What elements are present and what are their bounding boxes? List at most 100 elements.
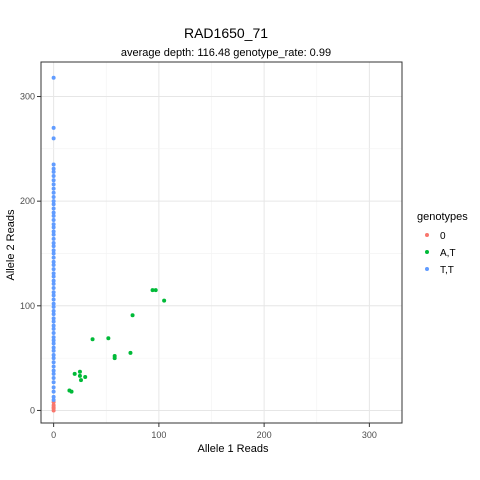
- data-point-tt: [51, 255, 56, 260]
- data-point-zero: [51, 403, 56, 408]
- data-point-tt: [51, 389, 56, 394]
- data-point-tt: [51, 319, 56, 324]
- legend-label: A,T: [440, 248, 456, 259]
- legend-title: genotypes: [417, 211, 468, 223]
- data-point-tt: [51, 360, 56, 365]
- data-point-tt: [51, 190, 56, 195]
- data-point-at: [72, 371, 77, 376]
- data-point-tt: [51, 312, 56, 317]
- data-point-at: [162, 298, 167, 303]
- data-point-at: [106, 336, 111, 341]
- axes: 0 100 200 300 0 100 200 300: [20, 92, 377, 440]
- data-point-tt: [51, 348, 56, 353]
- data-point-tt: [51, 229, 56, 234]
- data-point-tt: [51, 326, 56, 331]
- data-points: [51, 75, 167, 413]
- legend: genotypes 0 A,T T,T: [417, 211, 468, 276]
- data-point-at: [90, 337, 95, 342]
- x-tick-label: 200: [257, 430, 272, 440]
- data-point-tt: [51, 338, 56, 343]
- data-point-at: [130, 313, 135, 318]
- data-point-tt: [51, 136, 56, 141]
- data-point-tt: [51, 218, 56, 223]
- data-point-tt: [51, 341, 56, 346]
- data-point-tt: [51, 290, 56, 295]
- data-point-tt: [51, 241, 56, 246]
- data-point-tt: [51, 297, 56, 302]
- data-point-tt: [51, 213, 56, 218]
- x-tick-label: 300: [362, 430, 377, 440]
- data-point-tt: [51, 345, 56, 350]
- data-point-tt: [51, 278, 56, 283]
- data-point-at: [128, 350, 133, 355]
- legend-key-at: [425, 250, 429, 254]
- data-point-tt: [51, 182, 56, 187]
- data-point-tt: [51, 301, 56, 306]
- data-point-at: [153, 288, 158, 293]
- legend-label: 0: [440, 231, 446, 242]
- data-point-at: [77, 369, 82, 374]
- legend-label: T,T: [440, 265, 454, 276]
- y-tick-label: 200: [20, 196, 35, 206]
- data-point-at: [69, 389, 74, 394]
- x-tick-label: 100: [151, 430, 166, 440]
- data-point-tt: [51, 304, 56, 309]
- data-point-tt: [51, 376, 56, 381]
- data-point-tt: [51, 267, 56, 272]
- chart-subtitle: average depth: 116.48 genotype_rate: 0.9…: [121, 47, 331, 59]
- data-point-at: [83, 374, 88, 379]
- grid-lines: [41, 62, 402, 423]
- data-point-tt: [51, 368, 56, 373]
- chart-title: RAD1650_71: [184, 25, 268, 41]
- y-tick-label: 100: [20, 301, 35, 311]
- data-point-tt: [51, 244, 56, 249]
- data-point-tt: [51, 125, 56, 130]
- data-point-tt: [51, 271, 56, 276]
- data-point-at: [78, 378, 83, 383]
- data-point-tt: [51, 248, 56, 253]
- data-point-tt: [51, 186, 56, 191]
- data-point-tt: [51, 178, 56, 183]
- data-point-tt: [51, 364, 56, 369]
- data-point-tt: [51, 202, 56, 207]
- data-point-tt: [51, 194, 56, 199]
- data-point-tt: [51, 169, 56, 174]
- y-tick-label: 300: [20, 92, 35, 102]
- data-point-tt: [51, 286, 56, 291]
- data-point-tt: [51, 206, 56, 211]
- data-point-tt: [51, 281, 56, 286]
- data-point-tt: [51, 293, 56, 298]
- data-point-tt: [51, 232, 56, 237]
- data-point-tt: [51, 394, 56, 399]
- data-point-tt: [51, 222, 56, 227]
- data-point-tt: [51, 335, 56, 340]
- y-axis-label: Allele 2 Reads: [5, 209, 17, 280]
- data-point-tt: [51, 323, 56, 328]
- data-point-tt: [51, 309, 56, 314]
- data-point-tt: [51, 356, 56, 361]
- data-point-tt: [51, 259, 56, 264]
- data-point-tt: [51, 210, 56, 215]
- panel-border: [40, 61, 403, 424]
- y-tick-label: 0: [30, 405, 35, 415]
- legend-key-zero: [425, 233, 429, 237]
- data-point-tt: [51, 251, 56, 256]
- data-point-at: [112, 356, 117, 361]
- data-point-tt: [51, 162, 56, 167]
- data-point-tt: [51, 236, 56, 241]
- data-point-tt: [51, 331, 56, 336]
- data-point-at: [77, 373, 82, 378]
- data-point-tt: [51, 385, 56, 390]
- data-point-tt: [51, 199, 56, 204]
- data-point-tt: [51, 174, 56, 179]
- data-point-tt: [51, 316, 56, 321]
- data-point-tt: [51, 371, 56, 376]
- data-point-tt: [51, 352, 56, 357]
- data-point-tt: [51, 166, 56, 171]
- data-point-at: [150, 288, 155, 293]
- data-point-tt: [51, 225, 56, 230]
- data-point-tt: [51, 274, 56, 279]
- data-point-tt: [51, 262, 56, 267]
- x-tick-label: 0: [51, 430, 56, 440]
